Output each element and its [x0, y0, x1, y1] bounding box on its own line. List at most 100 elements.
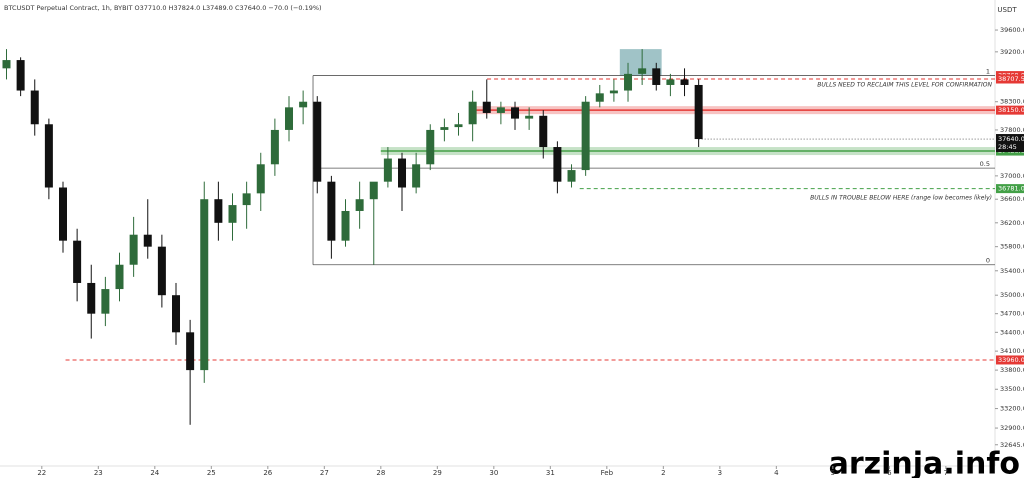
- y-tick-label: 35400.0: [1000, 267, 1024, 275]
- candle-body: [496, 107, 505, 113]
- candle-body: [200, 199, 209, 371]
- price-label-box: [996, 184, 1024, 194]
- x-tick-label: 24: [150, 469, 159, 477]
- x-tick-label: 30: [489, 469, 498, 477]
- candle-body: [115, 264, 124, 290]
- candle-body: [468, 101, 477, 125]
- candle-body: [129, 234, 138, 265]
- candle-body: [341, 210, 350, 241]
- candle-body: [383, 158, 392, 182]
- candle-body: [454, 124, 463, 128]
- candle-body: [567, 170, 576, 182]
- candle-body: [101, 289, 110, 314]
- fib-ratio: 0.5: [980, 160, 990, 168]
- x-tick-label: 23: [94, 469, 103, 477]
- annotation: BULLS NEED TO RECLAIM THIS LEVEL FOR CON…: [817, 81, 992, 88]
- candle-body: [666, 79, 675, 85]
- x-tick-label: 25: [207, 469, 216, 477]
- x-tick-label: 6: [887, 469, 892, 477]
- y-tick-label: 37800.0: [1000, 126, 1024, 134]
- fib-ratio: 1: [986, 68, 990, 76]
- price-label-box: [996, 105, 1024, 115]
- header: BTCUSDT Perpetual Contract, 1h, BYBIT O3…: [4, 4, 322, 12]
- candle-body: [426, 129, 435, 165]
- x-tick-label: 27: [320, 469, 329, 477]
- candle-body: [581, 101, 590, 171]
- candle-body: [242, 193, 251, 206]
- candle-body: [214, 199, 223, 223]
- candle-body: [511, 107, 520, 119]
- candle-body: [58, 187, 67, 241]
- candle-body: [30, 90, 39, 125]
- x-tick-label: 2: [661, 469, 665, 477]
- x-tick-label: 4: [774, 469, 779, 477]
- candle-body: [186, 332, 195, 371]
- candle-body: [270, 129, 279, 165]
- candle-body: [539, 115, 548, 148]
- candle-body: [680, 79, 689, 85]
- candle-body: [172, 295, 181, 333]
- annotation: BULLS IN TROUBLE BELOW HERE (range low b…: [810, 195, 992, 202]
- y-tick-label: 38300.0: [1000, 98, 1024, 106]
- watermark: arzinja.info: [829, 447, 1020, 478]
- x-tick-label: 31: [546, 469, 555, 477]
- candle-body: [2, 60, 11, 69]
- candle-body: [652, 68, 661, 85]
- x-tick-label: 5: [831, 469, 835, 477]
- candle-body: [299, 101, 308, 108]
- y-tick-label: 36200.0: [1000, 219, 1024, 227]
- candle-body: [256, 164, 265, 194]
- candle-body: [16, 60, 25, 91]
- candle-body: [553, 147, 562, 182]
- y-tick-label: 35800.0: [1000, 243, 1024, 251]
- x-tick-label: 29: [433, 469, 442, 477]
- y-tick-label: 34400.0: [1000, 328, 1024, 336]
- candle-body: [228, 205, 237, 223]
- x-tick-label: 7: [944, 469, 948, 477]
- x-tick-label: 28: [376, 469, 385, 477]
- candle-body: [398, 158, 407, 188]
- currency: USDT: [997, 6, 1017, 14]
- candle-body: [157, 246, 166, 296]
- candle-body: [327, 181, 336, 241]
- y-tick-label: 32900.0: [1000, 424, 1024, 432]
- y-tick-label: 34100.0: [1000, 347, 1024, 355]
- y-tick-label: 35000.0: [1000, 291, 1024, 299]
- y-tick-label: 34700.0: [1000, 310, 1024, 318]
- candle-body: [482, 101, 491, 113]
- price-label: 38150.0: [998, 106, 1024, 114]
- y-tick-label: 33500.0: [1000, 385, 1024, 393]
- x-tick-label: 22: [37, 469, 46, 477]
- candle-body: [694, 84, 703, 140]
- candle-body: [143, 234, 152, 247]
- y-tick-label: 37000.0: [1000, 172, 1024, 180]
- candle-body: [440, 127, 449, 130]
- y-tick-label: 33800.0: [1000, 366, 1024, 374]
- price-label-box: [996, 74, 1024, 84]
- candle-body: [624, 73, 633, 91]
- candle-body: [609, 90, 618, 94]
- price-label: 33960.0: [998, 356, 1024, 364]
- candle-body: [73, 240, 82, 283]
- y-tick-label: 36600.0: [1000, 195, 1024, 203]
- candle-body: [313, 101, 322, 182]
- fib-ratio: 0: [986, 257, 990, 265]
- y-tick-label: 39200.0: [1000, 48, 1024, 56]
- candle-body: [355, 199, 364, 211]
- candle-body: [369, 181, 378, 200]
- y-tick-label: 39600.0: [1000, 26, 1024, 34]
- candle-body: [285, 107, 294, 130]
- price-label: 36781.0: [998, 185, 1024, 193]
- candle-body: [595, 93, 604, 102]
- candle-body: [87, 282, 96, 314]
- candle-body: [525, 115, 534, 119]
- last-price-box: [996, 134, 1024, 153]
- y-tick-label: 32645.0: [1000, 441, 1024, 449]
- x-tick-label: 26: [263, 469, 272, 477]
- price-label-box: [996, 355, 1024, 365]
- price-label: 38707.5: [998, 75, 1024, 83]
- x-tick-label: Feb: [601, 469, 614, 477]
- candle-body: [638, 68, 647, 74]
- countdown: 28:45: [998, 143, 1017, 151]
